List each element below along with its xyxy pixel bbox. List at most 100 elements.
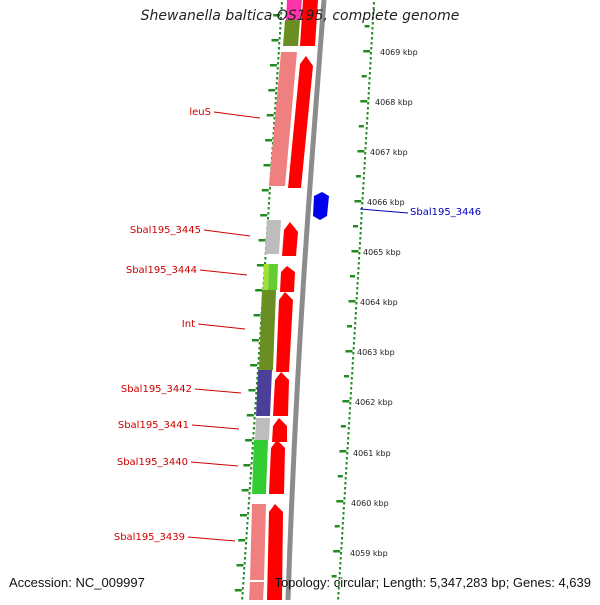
ring-dot [359,242,361,245]
ring-tick [255,289,263,292]
gene-label-3444[interactable]: Sbal195_3444 [126,265,197,276]
ring-dot [365,132,368,135]
cds-arrow-int [276,292,293,372]
outer-ring-ticks [234,14,281,592]
ring-dot [350,387,353,390]
ring-dot [267,207,270,210]
ring-tick [266,114,274,117]
ring-dot [248,492,251,495]
gene-label-3446[interactable]: Sbal195_3446 [410,207,481,218]
label-leader-lines [187,111,409,542]
ring-dot [251,452,254,455]
ring-dot [343,502,346,505]
feature-block-3439 [250,504,266,580]
ring-tick [250,364,258,367]
ring-dot [353,342,355,345]
scale-tick [350,275,355,278]
ring-dot [250,462,253,465]
ring-dot [351,367,354,370]
ring-dot [368,82,371,85]
ring-dot [355,302,358,305]
ring-dot [345,462,348,465]
feature-blocks [249,0,302,600]
ring-tick [241,489,249,492]
ring-dot [250,467,253,470]
ring-dot [346,447,349,450]
ring-dot [275,87,278,90]
gene-label-3439[interactable]: Sbal195_3439 [114,532,185,543]
ring-dot [342,517,345,520]
ring-dot [276,67,279,70]
cds-arrow-3442 [273,372,289,416]
ring-dot [358,257,361,260]
ring-dot [352,347,355,350]
ring-dot [372,12,375,15]
ring-dot [274,97,277,100]
scale-tick-label: 4062 kbp [355,398,393,407]
ring-dot [272,132,275,135]
ring-dot [342,507,345,510]
leader-line [194,388,242,394]
ring-tick [256,264,264,267]
cds-arrow-3441 [272,418,287,442]
ring-dot [278,42,281,45]
ring-dot [247,512,250,515]
ring-dot [346,442,349,445]
scale-tick-label: 4068 kbp [375,98,413,107]
ring-dot [278,47,280,50]
gene-label-3441[interactable]: Sbal195_3441 [118,420,189,431]
gene-label-leuS[interactable]: leuS [189,107,211,118]
gene-label-3440[interactable]: Sbal195_3440 [117,457,188,468]
scale-tick-label: 4064 kbp [360,298,398,307]
ring-dot [369,67,372,70]
ring-dot [243,562,246,565]
ring-tick [243,464,251,467]
ring-dot [280,2,283,5]
ring-dot [251,447,254,450]
ring-dot [256,382,258,385]
feature-block-leuS [269,52,297,186]
gene-label-int[interactable]: Int [182,319,195,330]
scale-tick [336,500,344,503]
ring-dot [351,362,354,365]
ring-dot [245,537,248,540]
ring-dot [372,2,375,5]
cds-arrow-3446 [313,192,329,220]
ring-dot [277,57,280,60]
ring-dot [342,512,345,515]
ring-dot [360,212,363,215]
ring-dot [356,282,359,285]
ring-dot [364,142,367,145]
ring-dot [337,597,340,600]
ring-dot [353,327,356,330]
gene-label-3442[interactable]: Sbal195_3442 [121,384,192,395]
ring-dot [361,192,364,195]
feature-block-3440 [252,440,268,494]
ring-dot [242,577,245,580]
ring-dot [369,62,372,65]
ring-dot [369,57,372,60]
ring-tick [234,589,242,592]
ring-dot [246,517,249,520]
ring-dot [370,47,373,50]
ring-dot [244,552,247,555]
ring-dot [241,587,244,590]
ring-dot [347,437,350,440]
ring-dot [338,582,341,585]
ring-dot [349,397,352,400]
ring-tick [251,339,259,342]
scale-tick-label: 4069 kbp [380,48,418,57]
genome-backbone [285,0,327,601]
leader-line [359,208,409,214]
ring-tick [273,14,281,17]
gene-label-3445[interactable]: Sbal195_3445 [130,225,201,236]
ring-dot [258,342,261,345]
ring-dot [268,197,271,200]
ring-dot [256,377,259,380]
ring-dot [364,157,366,160]
ring-dot [366,112,369,115]
ring-dot [361,197,364,200]
ring-dot [368,87,370,90]
ring-dot [339,557,342,560]
scale-tick [353,225,358,228]
